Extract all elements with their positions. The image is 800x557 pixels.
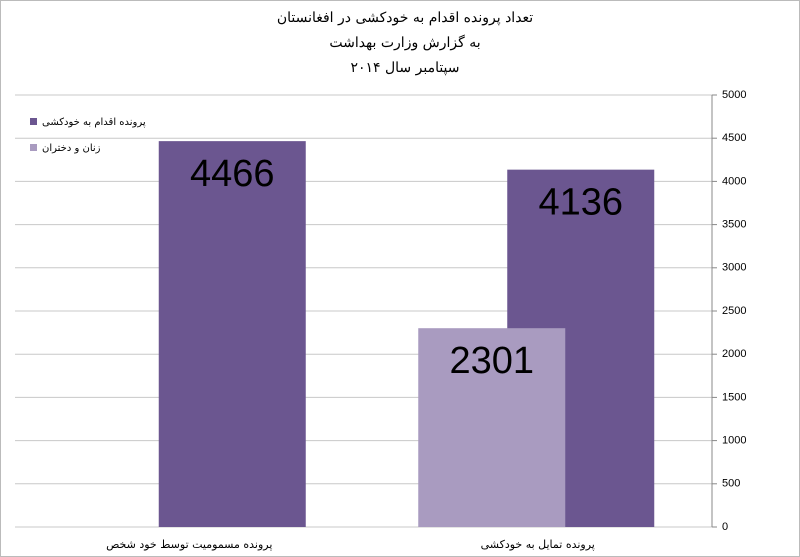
legend-label: زنان و دختران — [42, 143, 101, 154]
chart-title: تعداد پرونده اقدام به خودکشی در افغانستا… — [277, 10, 533, 26]
legend-label: پرونده اقدام به خودکشی — [42, 117, 146, 128]
chart-title: به گزارش وزارت بهداشت — [329, 34, 480, 51]
y-tick-label: 500 — [722, 478, 740, 490]
chart-title: سپتامبر سال ۲۰۱۴ — [350, 60, 459, 76]
y-tick-label: 1000 — [722, 435, 746, 447]
y-tick-label: 2500 — [722, 305, 746, 317]
bar — [418, 328, 566, 527]
legend-swatch — [30, 118, 37, 125]
y-tick-label: 4500 — [722, 132, 746, 144]
x-tick-label: پرونده مسمومیت توسط خود شخص — [106, 538, 272, 551]
x-tick-label: پرونده تمایل به خودکشی — [481, 538, 595, 551]
bar — [158, 141, 306, 527]
y-tick-label: 1500 — [722, 391, 746, 403]
y-tick-label: 4000 — [722, 175, 746, 187]
y-tick-label: 3500 — [722, 219, 746, 231]
legend-swatch — [30, 144, 37, 151]
y-tick-label: 2000 — [722, 348, 746, 360]
y-tick-label: 3000 — [722, 262, 746, 274]
y-tick-label: 5000 — [722, 89, 746, 101]
y-tick-label: 0 — [722, 521, 728, 533]
value-label: 4136 — [538, 182, 623, 224]
value-label: 2301 — [449, 340, 534, 382]
value-label: 4466 — [190, 153, 275, 195]
